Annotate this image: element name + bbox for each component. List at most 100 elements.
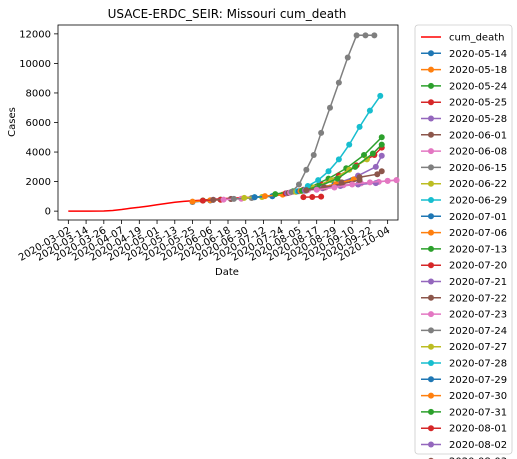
legend-label: 2020-07-22 [449, 293, 507, 304]
legend-marker [428, 262, 434, 269]
legend-label: 2020-07-21 [449, 277, 507, 288]
data-point [378, 168, 385, 175]
data-point [349, 181, 356, 188]
data-point [325, 168, 332, 175]
data-point [251, 194, 258, 201]
data-point [272, 191, 279, 198]
legend-label: 2020-05-28 [449, 114, 507, 125]
y-axis-label: Cases [7, 107, 18, 137]
y-tick-label: 0 [45, 207, 51, 218]
data-point [378, 152, 385, 159]
data-point [378, 141, 385, 148]
data-point [346, 141, 353, 148]
data-point [318, 193, 325, 200]
legend-marker [428, 180, 434, 187]
chart-title: USACE-ERDC_SEIR: Missouri cum_death [108, 7, 347, 21]
data-point [366, 107, 373, 114]
data-point [361, 152, 367, 158]
data-point [199, 197, 206, 204]
data-point [220, 196, 227, 203]
legend-marker [428, 392, 434, 399]
legend-label: 2020-07-13 [449, 244, 507, 255]
y-tick-label: 12000 [19, 29, 51, 40]
legend-label: 2020-07-31 [449, 407, 507, 418]
data-point [378, 134, 385, 141]
data-point [353, 32, 360, 39]
legend-marker [428, 278, 434, 285]
data-point [362, 32, 369, 39]
y-tick-label: 4000 [26, 148, 51, 159]
data-point [210, 196, 217, 203]
legend-label: 2020-07-28 [449, 359, 507, 370]
legend-marker [428, 343, 434, 350]
legend-marker [428, 99, 434, 106]
data-point [369, 150, 376, 157]
legend-label: 2020-06-08 [449, 147, 507, 158]
legend-label: 2020-08-03 [449, 456, 507, 459]
data-point [189, 198, 196, 205]
legend-marker [428, 148, 434, 155]
legend-label: 2020-05-18 [449, 65, 507, 76]
data-point [309, 193, 316, 200]
data-point [344, 54, 351, 61]
data-point [335, 156, 342, 163]
data-point [303, 166, 310, 173]
data-point [393, 177, 400, 184]
y-axis: 0 2000 4000 6000 8000 10000 12000 [19, 29, 58, 218]
data-point [313, 186, 320, 193]
data-point [335, 79, 342, 86]
data-point [356, 123, 363, 130]
x-axis-label: Date [215, 267, 239, 278]
data-point [366, 179, 373, 186]
legend-label: 2020-05-14 [449, 49, 507, 60]
y-tick-label: 10000 [19, 59, 51, 70]
legend-marker [428, 327, 434, 334]
legend-marker [428, 82, 434, 89]
data-point [315, 177, 322, 184]
legend-marker [428, 213, 434, 220]
legend-label: 2020-07-24 [449, 326, 507, 337]
data-point [300, 194, 307, 201]
data-point [288, 188, 295, 195]
data-point [327, 104, 333, 111]
y-tick-label: 8000 [26, 88, 51, 99]
legend-label: 2020-06-22 [449, 179, 507, 190]
data-point [295, 181, 302, 188]
data-point [318, 129, 325, 136]
data-point [377, 92, 384, 99]
plot-area [57, 24, 399, 221]
y-tick-label: 2000 [26, 177, 51, 188]
legend-marker [428, 408, 434, 415]
legend: cum_death 2020-05-14 2020-05-18 2020-05-24 2… [414, 24, 513, 459]
data-point [310, 152, 317, 158]
legend-marker [428, 50, 434, 57]
data-point [372, 163, 379, 170]
legend-marker [428, 360, 434, 366]
data-point [352, 163, 359, 170]
legend-label: 2020-07-29 [449, 375, 507, 386]
data-point [356, 177, 363, 184]
legend-label: 2020-06-15 [449, 163, 507, 174]
data-point [371, 32, 378, 39]
legend-marker [428, 197, 434, 203]
legend-label: 2020-08-01 [449, 424, 507, 435]
legend-label: 2020-07-27 [449, 342, 507, 353]
legend-marker [428, 131, 434, 138]
data-point [230, 195, 237, 202]
series-layer [68, 32, 400, 212]
legend-marker [428, 376, 434, 383]
legend-label: cum_death [449, 33, 504, 44]
legend-label: 2020-07-30 [449, 391, 507, 402]
legend-marker [428, 245, 434, 252]
legend-marker [428, 66, 434, 73]
legend-label: 2020-07-23 [449, 310, 507, 321]
legend-label: 2020-07-06 [449, 228, 507, 239]
legend-marker [428, 115, 434, 122]
legend-marker [428, 164, 434, 171]
legend-marker [428, 294, 434, 301]
legend-marker [428, 311, 434, 318]
data-point [384, 177, 391, 184]
y-tick-label: 6000 [26, 118, 51, 129]
legend-label: 2020-05-25 [449, 98, 507, 109]
